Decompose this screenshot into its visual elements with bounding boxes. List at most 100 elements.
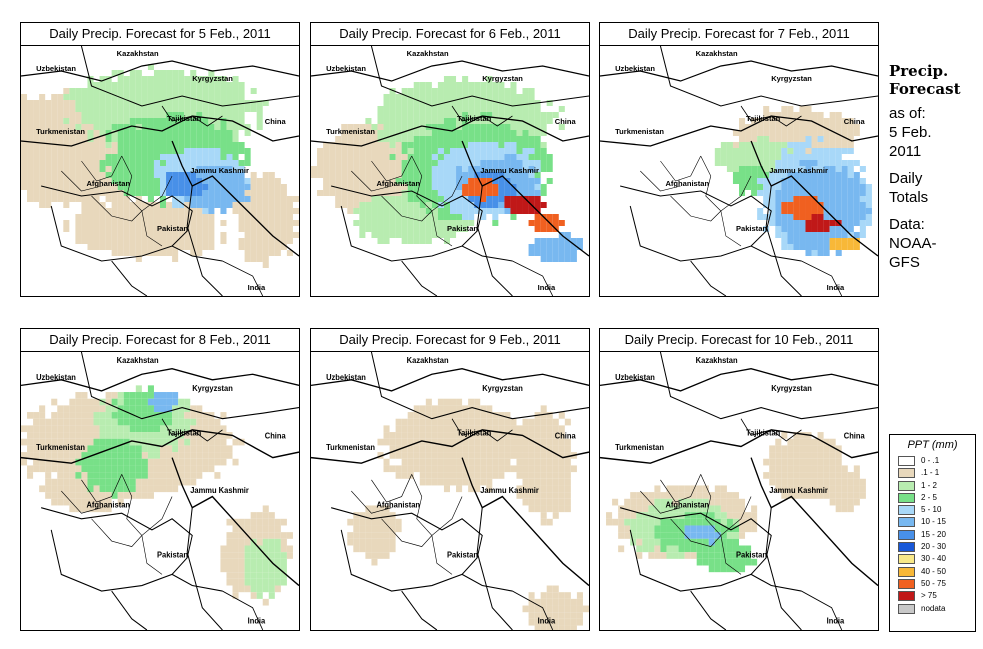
legend-label: 30 - 40 [921,554,946,564]
legend-swatch [898,529,915,540]
ppt-legend: PPT (mm) 0 - .1 .1 - 1 1 - 2 2 - 5 5 - 10 10 … [889,434,976,632]
legend-item: 0 - .1 [890,455,975,467]
map-label-uzbekistan: Uzbekistan [36,372,76,381]
map-label-jammu-kashmir: Jammu Kashmir [190,486,249,495]
map-label-china: China [844,117,866,126]
legend-swatch [898,456,915,466]
precip-cells [21,64,299,268]
map-canvas: Kazakhstan Uzbekistan Kyrgyzstan Tajikistan… [311,352,589,630]
precip-map: Kazakhstan Uzbekistan Kyrgyzstan Tajikistan… [600,352,878,630]
forecast-panel-feb5: Daily Precip. Forecast for 5 Feb., 2011 … [20,22,300,297]
forecast-panel-feb10: Daily Precip. Forecast for 10 Feb., 2011… [599,328,879,631]
legend-label: 0 - .1 [921,456,940,465]
map-canvas: Kazakhstan Uzbekistan Kyrgyzstan Tajikistan… [311,46,589,296]
legend-swatch [898,554,915,565]
map-label-turkmenistan: Turkmenistan [615,443,664,452]
map-label-kyrgyzstan: Kyrgyzstan [192,384,233,393]
map-label-kyrgyzstan: Kyrgyzstan [482,384,523,393]
map-label-kazakhstan: Kazakhstan [696,356,738,365]
map-canvas: Kazakhstan Uzbekistan Kyrgyzstan Tajikistan… [21,46,299,296]
forecast-panel-feb9: Daily Precip. Forecast for 9 Feb., 2011 … [310,328,590,631]
panel-title: Daily Precip. Forecast for 8 Feb., 2011 [21,329,299,352]
map-label-jammu-kashmir: Jammu Kashmir [769,486,828,495]
legend-swatch [898,591,915,602]
map-label-kyrgyzstan: Kyrgyzstan [482,74,523,83]
map-label-uzbekistan: Uzbekistan [326,64,366,73]
legend-item: 30 - 40 [890,553,975,565]
as-of-label: as of: [889,105,926,122]
map-label-kazakhstan: Kazakhstan [696,49,738,58]
precip-cells [21,385,293,606]
legend-swatch [898,578,915,589]
legend-label: 5 - 10 [921,505,942,515]
totals-line-2: Totals [889,189,929,206]
legend-label: 10 - 15 [921,517,946,527]
map-canvas: Kazakhstan Uzbekistan Kyrgyzstan Tajikistan… [600,352,878,630]
map-label-uzbekistan: Uzbekistan [615,64,655,73]
legend-label: .1 - 1 [921,468,940,478]
data-line-3: GFS [889,254,920,271]
map-label-afghanistan: Afghanistan [665,500,709,509]
map-label-turkmenistan: Turkmenistan [36,127,85,136]
map-label-tajikistan: Tajikistan [167,428,201,437]
map-label-pakistan: Pakistan [157,550,188,559]
as-of-date-1: 5 Feb. [889,124,932,141]
map-label-pakistan: Pakistan [447,224,478,233]
legend-item: 2 - 5 [890,492,975,504]
map-label-afghanistan: Afghanistan [86,179,130,188]
country-boundaries [311,352,589,630]
side-info: Precip. Forecast as of: 5 Feb. 2011 Dail… [889,62,961,272]
map-label-china: China [844,431,865,440]
map-label-india: India [248,283,266,292]
country-boundaries [311,46,589,296]
legend-label: 2 - 5 [921,492,938,502]
map-label-afghanistan: Afghanistan [86,500,130,509]
legend-label: 15 - 20 [921,529,946,539]
map-label-afghanistan: Afghanistan [665,179,709,188]
map-label-turkmenistan: Turkmenistan [326,127,375,136]
map-label-kazakhstan: Kazakhstan [117,49,159,58]
map-canvas: Kazakhstan Uzbekistan Kyrgyzstan Tajikistan… [600,46,878,296]
legend-swatch [898,480,915,491]
legend-label: 1 - 2 [921,480,938,490]
map-label-kyrgyzstan: Kyrgyzstan [192,74,233,83]
precip-map: Kazakhstan Uzbekistan Kyrgyzstan Tajikistan… [600,46,878,296]
legend-item: .1 - 1 [890,467,975,479]
map-label-tajikistan: Tajikistan [167,114,202,123]
precip-map: Kazakhstan Uzbekistan Kyrgyzstan Tajikistan… [311,46,589,296]
map-label-india: India [248,616,266,625]
map-label-pakistan: Pakistan [157,224,188,233]
legend-item: nodata [890,603,975,615]
map-label-pakistan: Pakistan [736,550,767,559]
precip-cells [606,432,866,573]
map-label-turkmenistan: Turkmenistan [36,443,85,452]
legend-item: 5 - 10 [890,504,975,516]
legend-swatch [898,566,915,577]
map-label-china: China [265,117,287,126]
map-label-tajikistan: Tajikistan [457,428,491,437]
legend-label: 40 - 50 [921,566,946,576]
legend-swatch [898,505,915,516]
forecast-panel-feb7: Daily Precip. Forecast for 7 Feb., 2011 … [599,22,879,297]
map-label-pakistan: Pakistan [736,224,767,233]
legend-label: > 75 [921,591,937,601]
legend-item: 40 - 50 [890,566,975,578]
map-label-india: India [538,283,556,292]
heading-line-2: Forecast [889,80,961,98]
legend-item: 1 - 2 [890,480,975,492]
legend-item: 15 - 20 [890,529,975,541]
map-label-jammu-kashmir: Jammu Kashmir [480,486,539,495]
map-label-jammu-kashmir: Jammu Kashmir [480,166,539,175]
precip-map: Kazakhstan Uzbekistan Kyrgyzstan Tajikistan… [311,352,589,630]
map-label-jammu-kashmir: Jammu Kashmir [769,166,828,175]
map-label-afghanistan: Afghanistan [376,500,420,509]
map-label-kazakhstan: Kazakhstan [117,356,159,365]
legend-swatch [898,468,915,479]
legend-swatch [898,603,915,614]
legend-title: PPT (mm) [907,439,958,451]
panel-title: Daily Precip. Forecast for 5 Feb., 2011 [21,23,299,46]
country-boundaries [21,46,299,296]
map-label-kazakhstan: Kazakhstan [407,356,449,365]
legend-swatch [898,492,915,503]
map-label-kazakhstan: Kazakhstan [407,49,449,58]
